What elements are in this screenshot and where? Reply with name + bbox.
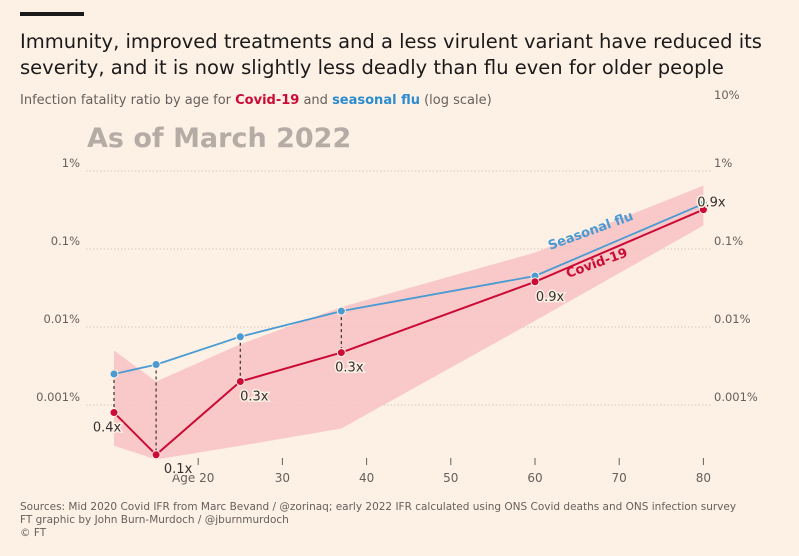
footer-copyright: © FT (20, 527, 47, 539)
subtitle-covid: Covid-19 (235, 93, 300, 108)
y-tick-label-left: 1% (62, 156, 80, 170)
covid-uncertainty-band (114, 185, 704, 460)
x-tick-label: Age 20 (172, 471, 214, 485)
covid-line (113, 208, 704, 457)
as-of-annotation: As of March 2022 (87, 123, 351, 154)
subtitle-mid: and (299, 93, 333, 108)
seasonal-flu-point (151, 360, 161, 370)
seasonal-flu-point (235, 332, 245, 342)
x-tick-label: 50 (443, 471, 458, 485)
covid-point (698, 205, 708, 215)
ratio-label: 0.9x (536, 290, 565, 305)
x-tick-label: 70 (612, 471, 627, 485)
footer-credit: FT graphic by John Burn-Murdoch / @jburn… (20, 514, 289, 526)
covid-point (530, 277, 540, 287)
y-tick-label-right: 0.1% (714, 234, 743, 248)
x-tick-label: 30 (275, 471, 290, 485)
y-tick-label-left: 0.1% (51, 234, 80, 248)
footer-sources: Sources: Mid 2020 Covid IFR from Marc Be… (20, 501, 737, 513)
y-tick-label-right: 1% (714, 156, 732, 170)
covid-point (235, 377, 245, 387)
ratio-label: 0.1x (164, 462, 193, 477)
footer: Sources: Mid 2020 Covid IFR from Marc Be… (20, 501, 736, 540)
ratio-label: 0.4x (93, 421, 122, 436)
covid-point (151, 450, 161, 460)
y-tick-label-left: 0.001% (36, 390, 80, 404)
subtitle-pre: Infection fatality ratio by age for (20, 93, 236, 108)
x-tick-label: 60 (527, 471, 542, 485)
x-tick-label: 80 (696, 471, 711, 485)
headline: Immunity, improved treatments and a less… (20, 30, 762, 79)
ratio-label: 0.9x (697, 196, 726, 211)
seasonal-flu-point (336, 306, 346, 316)
subtitle-flu: seasonal flu (332, 93, 420, 108)
ratio-label: 0.3x (335, 361, 364, 376)
ft-top-rule (20, 12, 84, 16)
x-tick-label: 40 (359, 471, 374, 485)
y-tick-label-left: 0.01% (43, 312, 80, 326)
seasonal-flu-line (113, 202, 704, 375)
seasonal-flu-point (109, 369, 119, 379)
subtitle-post: (log scale) (419, 93, 492, 108)
y-tick-label-right: 10% (714, 88, 740, 102)
chart-subtitle: Infection fatality ratio by age for Covi… (20, 93, 492, 108)
fatality-chart: As of March 2022 10% 1% 1% 0.1% 0.1% 0.01% 0.0… (36, 88, 758, 485)
y-tick-label-right: 0.01% (714, 312, 751, 326)
covid-point (336, 348, 346, 358)
ratio-label: 0.3x (240, 390, 269, 405)
y-tick-label-right: 0.001% (714, 390, 758, 404)
covid-point (109, 408, 119, 418)
